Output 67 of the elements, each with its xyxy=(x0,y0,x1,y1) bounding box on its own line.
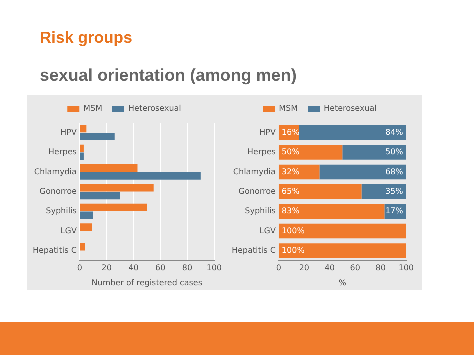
x-tick-label: 20 xyxy=(102,264,112,273)
bar xyxy=(80,192,120,200)
y-tick-label: Herpes xyxy=(248,148,276,157)
bar xyxy=(342,145,406,160)
data-label: 100% xyxy=(282,246,306,256)
bar xyxy=(278,184,362,200)
data-label: 16% xyxy=(282,128,300,137)
legend-label: Heterosexual xyxy=(128,104,182,114)
chart-subtitle: sexual orientation (among men) xyxy=(40,66,297,86)
y-tick-label: Herpes xyxy=(48,148,77,157)
y-tick-label: LGV xyxy=(260,226,276,236)
bar xyxy=(299,125,406,140)
x-tick-label: 60 xyxy=(156,264,166,273)
data-label: 35% xyxy=(386,186,404,196)
y-tick-label: Syphilis xyxy=(245,206,276,216)
bar xyxy=(80,204,148,212)
x-tick-label: 100 xyxy=(206,264,222,273)
data-label: 50% xyxy=(386,148,404,157)
bar xyxy=(80,184,154,192)
legend-label: MSM xyxy=(84,104,103,114)
y-tick-label: Chlamydia xyxy=(34,167,78,176)
y-tick-label: Gonorroe xyxy=(238,186,276,196)
bar xyxy=(80,164,138,172)
y-tick-label: HPV xyxy=(60,128,78,137)
x-tick-label: 40 xyxy=(128,264,139,273)
data-label: 65% xyxy=(282,186,300,196)
data-label: 84% xyxy=(386,128,404,137)
y-tick-label: Hepatitis C xyxy=(232,246,276,256)
bar xyxy=(80,152,84,160)
bar xyxy=(80,243,86,251)
y-tick-label: Chlamydia xyxy=(233,167,276,176)
x-tick-label: 100 xyxy=(398,264,414,273)
y-tick-label: HPV xyxy=(260,128,276,137)
bar xyxy=(278,224,406,239)
bar xyxy=(278,244,406,258)
y-tick-label: Gonorroe xyxy=(40,186,78,196)
x-tick-label: 20 xyxy=(299,264,310,273)
y-tick-label: Syphilis xyxy=(46,206,77,216)
legend-label: MSM xyxy=(279,104,298,114)
x-tick-label: 40 xyxy=(324,264,335,273)
data-label: 17% xyxy=(386,206,404,216)
data-label: 68% xyxy=(386,167,404,176)
bar xyxy=(320,164,406,180)
x-axis-title: Number of registered cases xyxy=(92,278,203,288)
bar xyxy=(278,204,385,219)
x-tick-label: 60 xyxy=(350,264,360,273)
x-tick-label: 80 xyxy=(182,264,193,273)
bar xyxy=(80,125,87,133)
bar xyxy=(80,212,94,220)
data-label: 32% xyxy=(282,167,300,176)
bar xyxy=(362,184,406,200)
bar xyxy=(80,144,84,152)
legend-label: Heterosexual xyxy=(324,104,377,114)
bar xyxy=(80,133,115,141)
chart-title: Risk groups xyxy=(40,30,132,48)
y-tick-label: Hepatitis C xyxy=(32,246,78,256)
x-axis-title: % xyxy=(338,278,347,288)
x-tick-label: 0 xyxy=(276,264,282,273)
x-tick-label: 0 xyxy=(77,264,82,273)
data-label: 50% xyxy=(282,148,300,157)
bar xyxy=(80,172,201,180)
data-label: 83% xyxy=(282,206,300,216)
bar xyxy=(80,224,92,232)
data-label: 100% xyxy=(282,226,306,236)
bar xyxy=(278,145,343,160)
x-tick-label: 80 xyxy=(376,264,386,273)
y-tick-label: LGV xyxy=(60,226,78,236)
